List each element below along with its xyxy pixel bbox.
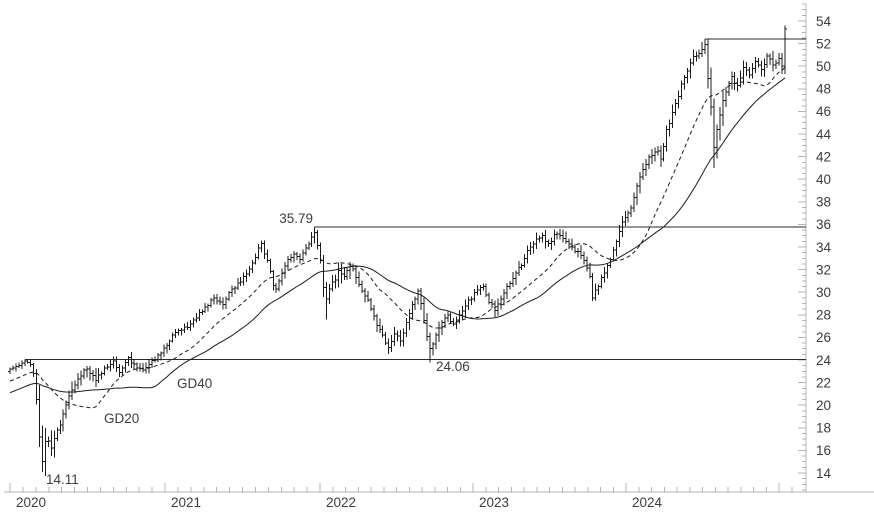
x-year-label: 2021 (171, 495, 201, 510)
y-tick-label: 38 (816, 195, 831, 210)
gd40-line (9, 77, 786, 394)
x-year-label: 2024 (632, 495, 663, 510)
annotations-layer: 35.79 24.06 14.11 GD40 GD20 (46, 211, 470, 487)
level-lines-layer (24, 38, 806, 360)
x-year-label: 2020 (16, 495, 46, 510)
y-tick-label: 24 (816, 353, 832, 368)
y-tick-label: 44 (816, 127, 832, 142)
y-tick-label: 22 (816, 375, 831, 390)
x-year-label: 2023 (479, 495, 509, 510)
y-tick-label: 36 (816, 217, 831, 232)
y-tick-label: 46 (816, 104, 831, 119)
y-tick-label: 50 (816, 59, 831, 74)
y-tick-label: 16 (816, 443, 831, 458)
axes-layer: 54 52 50 48 46 44 42 40 38 36 34 32 30 28 26 24 22 20 18 16… (4, 3, 874, 510)
x-year-label: 2022 (326, 495, 356, 510)
moving-averages-layer (9, 66, 786, 409)
y-tick-label: 26 (816, 330, 831, 345)
y-tick-label: 20 (816, 398, 831, 413)
candles-layer (7, 25, 788, 476)
alltime-low-label: 14.11 (46, 472, 79, 487)
y-tick-label: 18 (816, 421, 831, 436)
gd20-line (9, 66, 786, 409)
y-tick-label: 30 (816, 285, 831, 300)
gd20-label: GD20 (104, 411, 139, 426)
gd40-label: GD40 (177, 376, 212, 391)
support-low-label: 24.06 (436, 359, 470, 374)
y-tick-label: 28 (816, 308, 831, 323)
y-tick-label: 34 (816, 240, 832, 255)
y-tick-label: 40 (816, 172, 831, 187)
resistance-level-label: 35.79 (279, 211, 313, 226)
y-tick-label: 32 (816, 262, 831, 277)
y-tick-label: 54 (816, 14, 832, 29)
y-tick-label: 48 (816, 82, 831, 97)
y-tick-label: 14 (816, 466, 832, 481)
y-tick-label: 42 (816, 149, 831, 164)
y-tick-label: 52 (816, 36, 831, 51)
ohlc-bars (7, 25, 788, 476)
